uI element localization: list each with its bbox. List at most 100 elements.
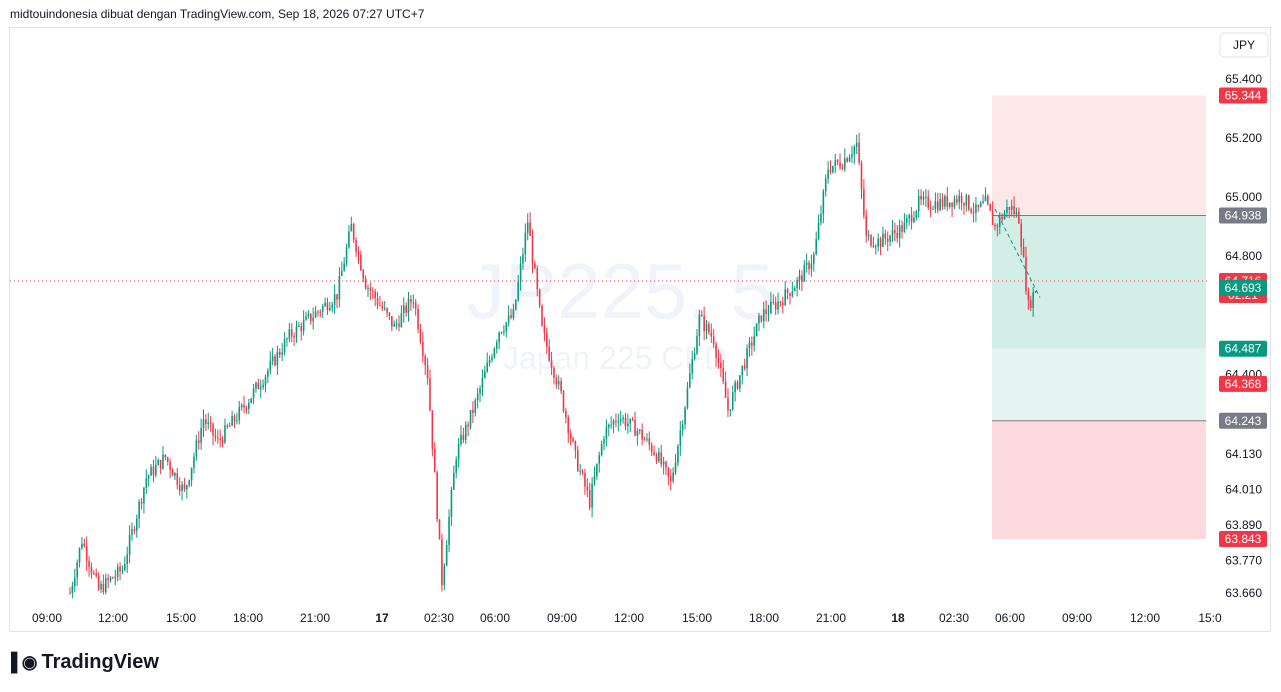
candle (841, 163, 844, 171)
candle-body (250, 398, 252, 403)
candle (352, 222, 355, 244)
candle-body (932, 208, 934, 210)
candle-body (1018, 211, 1020, 224)
candle-body (772, 301, 775, 303)
candle-body (934, 201, 937, 209)
candle-body (791, 291, 794, 297)
candle-body (395, 323, 398, 325)
candle-body (624, 417, 627, 427)
candle (996, 223, 999, 237)
candle (276, 345, 279, 376)
candle (360, 250, 362, 272)
candle (319, 309, 322, 318)
candle-body (312, 317, 314, 322)
candle (824, 174, 827, 197)
candle-body (362, 270, 365, 279)
candle-body (948, 202, 951, 207)
candle (555, 374, 558, 389)
candle-body (853, 146, 856, 155)
candle-body (474, 400, 477, 413)
candle-body (331, 304, 334, 309)
candle-body (567, 417, 570, 434)
candle (302, 310, 305, 336)
candle-body (414, 302, 417, 310)
candle (784, 281, 786, 306)
candle-body (965, 195, 968, 206)
candle (660, 444, 663, 468)
candle (617, 413, 620, 432)
candle (131, 522, 133, 541)
candle (112, 576, 114, 579)
candle (515, 299, 517, 311)
candle-body (171, 469, 174, 476)
candle (734, 379, 736, 402)
candle-body (183, 484, 186, 490)
candle (669, 468, 672, 491)
candle (967, 194, 970, 212)
candle-body (317, 311, 319, 313)
candle-body (157, 459, 160, 466)
candle (817, 214, 820, 241)
candle (76, 559, 78, 587)
candle (209, 415, 212, 432)
candle (281, 343, 283, 362)
candle (777, 292, 779, 315)
candle (753, 326, 756, 352)
candle (977, 204, 980, 212)
candle-body (758, 315, 760, 324)
candle-body (155, 465, 157, 476)
candle-body (796, 279, 798, 289)
candle-body (238, 407, 241, 421)
candle-body (240, 404, 243, 408)
candle-body (93, 573, 95, 575)
candle (917, 189, 920, 218)
candle-body (121, 570, 124, 572)
candle (855, 134, 858, 155)
candle (884, 229, 887, 245)
candle (226, 423, 229, 429)
candle-body (605, 427, 608, 439)
candle (929, 200, 932, 218)
candle (202, 409, 205, 438)
candle (119, 562, 121, 581)
candle-body (455, 459, 458, 473)
watermark-name: Japan 225 CFD (503, 340, 727, 376)
price-tick-label: 65.400 (1225, 72, 1262, 86)
candle-body (743, 365, 746, 369)
candle-body (622, 417, 624, 420)
candle-body (994, 224, 996, 226)
candle (498, 331, 500, 350)
chart-frame[interactable] (9, 27, 1271, 632)
candle (231, 410, 233, 427)
candle (395, 318, 398, 330)
candle (681, 420, 684, 436)
candle (524, 223, 527, 262)
candle (469, 409, 472, 430)
time-tick-label: 12:00 (98, 611, 128, 625)
candle-body (958, 195, 961, 203)
candle-body (1027, 291, 1030, 301)
candle-body (786, 289, 789, 294)
candle-body (259, 386, 262, 390)
position-zones (992, 95, 1206, 539)
candle-body (143, 487, 145, 504)
candle-body (486, 362, 488, 372)
candle (152, 459, 155, 483)
candle-body (352, 224, 355, 240)
candle (484, 365, 486, 379)
candle (121, 565, 124, 575)
target3-label-bg (1219, 412, 1267, 429)
candle-body (186, 485, 188, 490)
candle (309, 313, 312, 325)
candle (627, 413, 629, 434)
candle-body (324, 302, 326, 307)
candle (786, 287, 789, 300)
candle-body (231, 416, 233, 426)
candle (386, 307, 388, 318)
candle (166, 456, 169, 466)
candle-body (572, 438, 574, 442)
candle-body (407, 298, 410, 313)
tradingview-logo[interactable]: ▌◉ TradingView (11, 651, 159, 674)
candle-body (748, 342, 751, 349)
